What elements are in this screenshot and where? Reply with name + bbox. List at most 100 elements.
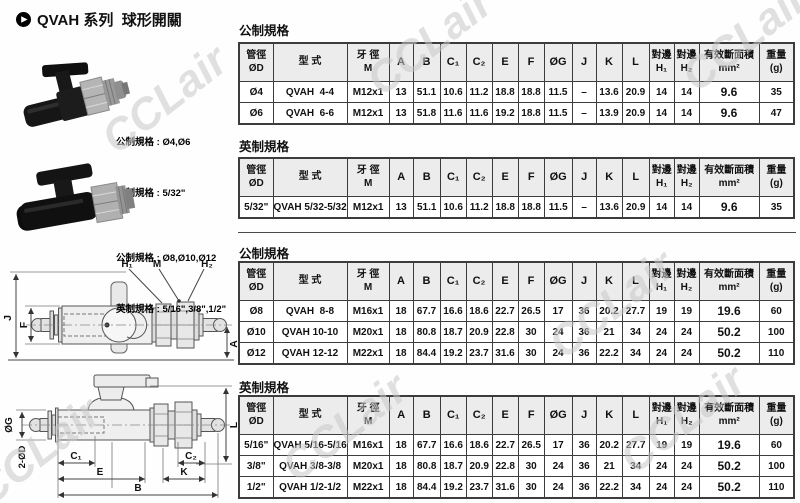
table-cell: 13 bbox=[388, 102, 414, 125]
column-header: 牙 徑 M bbox=[346, 261, 390, 301]
column-header: 對邊 H₁ bbox=[648, 261, 675, 301]
table-cell: 14 bbox=[648, 102, 675, 125]
column-header: 型 式 bbox=[272, 261, 348, 301]
table-cell: 13 bbox=[388, 81, 414, 103]
column-header: 管徑 ØD bbox=[238, 157, 274, 197]
dim-label-h2: H₂ bbox=[201, 259, 213, 270]
table-cell: QVAH 12-12 bbox=[272, 342, 348, 365]
column-header: 有效斷面積 mm² bbox=[698, 395, 760, 435]
table-cell: QVAH 10-10 bbox=[272, 321, 348, 343]
dim-label-j: J bbox=[2, 315, 14, 321]
table-row: 3/8" QVAH 3/8-3/8 M20x1 18 80.8 18.7 20.9 22.8 3… bbox=[238, 455, 795, 477]
column-header: 管徑 ØD bbox=[238, 261, 274, 301]
table-cell: 22.2 bbox=[595, 342, 623, 365]
table-cell: 13 bbox=[388, 196, 414, 219]
table-cell: 100 bbox=[758, 455, 795, 477]
table-cell: 10.6 bbox=[439, 81, 467, 103]
table-cell: 80.8 bbox=[412, 321, 441, 343]
table-cell: 11.6 bbox=[465, 102, 493, 125]
table-cell: 20.2 bbox=[595, 434, 623, 456]
column-header: C₂ bbox=[465, 395, 493, 435]
table-cell: 11.2 bbox=[465, 81, 493, 103]
table-cell: 110 bbox=[758, 476, 795, 499]
dim-label-f: F bbox=[18, 321, 30, 328]
column-header: 有效斷面積 mm² bbox=[698, 261, 760, 301]
table-cell: 24 bbox=[673, 455, 700, 477]
table-cell: 14 bbox=[648, 81, 675, 103]
column-header: C₁ bbox=[439, 395, 467, 435]
page-title-row: QVAH 系列 球形開關 bbox=[16, 9, 182, 30]
table-cell: 36 bbox=[571, 476, 597, 499]
table-cell: 67.7 bbox=[412, 300, 441, 322]
table-cell: 36 bbox=[571, 300, 597, 322]
table-cell: 11.5 bbox=[543, 196, 573, 219]
column-header: B bbox=[412, 261, 441, 301]
table-cell: 14 bbox=[673, 81, 700, 103]
table-cell: – bbox=[571, 196, 597, 219]
metric-spec-note: 公制規格 : Ø8,Ø10,Ø12 bbox=[116, 253, 217, 264]
table-cell: M16x1 bbox=[346, 434, 390, 456]
table-cell: 24 bbox=[648, 476, 675, 499]
table-cell: 31.6 bbox=[491, 342, 519, 365]
imperial-spec-note: 英制規格 : 5/32" bbox=[116, 188, 186, 199]
table-cell: 18.6 bbox=[465, 300, 493, 322]
spec-table-imperial-large: 管徑 ØD 型 式牙 徑 M A B C₁ C₂ E F ØG J K L 對邊 H₁ 對邊 H₂ 有效斷面… bbox=[238, 395, 796, 499]
table-cell: 19 bbox=[648, 434, 675, 456]
column-header: E bbox=[491, 157, 519, 197]
table-cell: 84.4 bbox=[412, 342, 441, 365]
table-cell: QVAH 3/8-3/8 bbox=[272, 455, 348, 477]
column-header: 對邊 H₁ bbox=[648, 395, 675, 435]
dim-label-a: A bbox=[228, 340, 240, 348]
table-cell: 19.2 bbox=[439, 342, 467, 365]
column-header: 型 式 bbox=[272, 42, 348, 82]
table-cell: M12x1 bbox=[346, 102, 390, 125]
column-header: ØG bbox=[543, 261, 573, 301]
table-cell: 24 bbox=[543, 321, 573, 343]
table-cell: 24 bbox=[648, 455, 675, 477]
table-cell: 31.6 bbox=[491, 476, 519, 499]
table-cell: 14 bbox=[673, 102, 700, 125]
spec-table-metric-large: 管徑 ØD 型 式牙 徑 M A B C₁ C₂ E F ØG J K L 對邊 H₁ 對邊 H₂ 有效斷面… bbox=[238, 261, 795, 365]
table-cell: 3/8" bbox=[238, 455, 274, 477]
table-cell: 23.7 bbox=[465, 476, 493, 499]
table-cell: 18.8 bbox=[517, 81, 545, 103]
table-cell: 26.5 bbox=[517, 434, 545, 456]
column-header: 牙 徑 M bbox=[346, 42, 390, 82]
table-row: Ø12 QVAH 12-12 M22x1 18 84.4 19.2 23.7 31.6 30 24… bbox=[238, 342, 795, 365]
table-cell: 67.7 bbox=[412, 434, 441, 456]
column-header: L bbox=[621, 42, 650, 82]
table-cell: 18.8 bbox=[517, 196, 545, 219]
table-cell: 20.9 bbox=[621, 102, 650, 125]
table-cell: 19.6 bbox=[698, 300, 760, 322]
photo2-captions: 公制規格 : Ø8,Ø10,Ø12 英制規格 : 5/16",3/8",1/2" bbox=[116, 216, 226, 352]
dim-label-og: ØG bbox=[4, 417, 15, 433]
table-cell: 36 bbox=[571, 434, 597, 456]
table-cell: 18.6 bbox=[465, 434, 493, 456]
column-header: C₁ bbox=[439, 42, 467, 82]
column-header: E bbox=[491, 395, 519, 435]
table-cell: M12x1 bbox=[346, 81, 390, 103]
table-cell: 19 bbox=[673, 300, 700, 322]
table-cell: 27.7 bbox=[621, 300, 650, 322]
column-header: A bbox=[388, 261, 414, 301]
table-cell: QVAH 6-6 bbox=[272, 102, 348, 125]
table-cell: 20.2 bbox=[595, 300, 623, 322]
table-cell: 34 bbox=[621, 455, 650, 477]
table-cell: 22.8 bbox=[491, 455, 519, 477]
product-photo-small-valve bbox=[23, 62, 130, 127]
column-header: K bbox=[595, 42, 623, 82]
table-cell: 13.6 bbox=[595, 81, 623, 103]
column-header: ØG bbox=[543, 157, 573, 197]
table-cell: 36 bbox=[571, 321, 597, 343]
table-cell: Ø6 bbox=[238, 102, 274, 125]
header-row: 管徑 ØD 型 式牙 徑 M A B C₁ C₂ E F ØG J K L 對邊 H₁ 對邊 H₂ 有效斷面… bbox=[238, 42, 795, 82]
table-cell: 50.2 bbox=[698, 476, 760, 499]
table-cell: 18.7 bbox=[439, 455, 467, 477]
table-cell: 34 bbox=[621, 476, 650, 499]
table-cell: 17 bbox=[543, 434, 573, 456]
column-header: 對邊 H₂ bbox=[673, 157, 700, 197]
table-cell: 14 bbox=[673, 196, 700, 219]
header-row: 管徑 ØD 型 式牙 徑 M A B C₁ C₂ E F ØG J K L 對邊 H₁ 對邊 H₂ 有效斷面… bbox=[238, 261, 795, 301]
table-cell: 11.5 bbox=[543, 81, 573, 103]
column-header: C₂ bbox=[465, 42, 493, 82]
